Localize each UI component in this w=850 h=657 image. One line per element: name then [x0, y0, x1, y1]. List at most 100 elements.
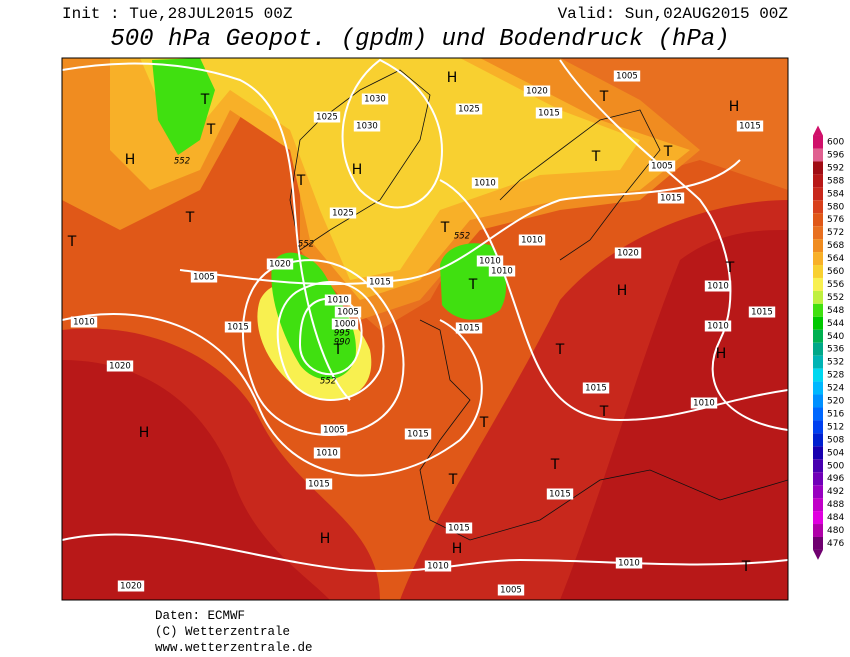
colorbar-swatch [813, 174, 823, 188]
colorbar-swatch [813, 161, 823, 175]
pressure-center: T [200, 92, 210, 108]
isobar-label: 1025 [316, 113, 338, 123]
colorbar-label: 588 [827, 176, 844, 186]
pressure-center: T [296, 173, 306, 189]
isobar-label: 1015 [227, 323, 249, 333]
colorbar-swatch [813, 290, 823, 304]
isobar-label: 1020 [269, 260, 291, 270]
isobar-label: 1000 [334, 320, 356, 330]
isobar-label: 1010 [707, 282, 729, 292]
isobar-label: 1010 [327, 296, 349, 306]
geopotential-label: 552 [454, 232, 470, 242]
geopotential-label: 990 [334, 338, 350, 348]
isobar-label-box [476, 255, 504, 267]
isobar-label-box [353, 120, 381, 132]
colorbar-swatch [813, 498, 823, 512]
geopotential-label: 552 [174, 157, 190, 167]
colorbar-swatch [813, 485, 823, 499]
pressure-center: T [206, 122, 216, 138]
colorbar-label: 568 [827, 241, 844, 251]
isobar-label: 1005 [651, 162, 673, 172]
isobar [559, 59, 788, 431]
isobar-label-box [313, 111, 341, 123]
colorbar-swatch [813, 536, 823, 550]
isobar-label-box [488, 265, 516, 277]
isobar-label-box [648, 160, 676, 172]
pressure-center: H [320, 531, 331, 547]
isobar-label-box [613, 70, 641, 82]
colorbar-label: 480 [827, 526, 844, 536]
pressure-center: H [617, 283, 628, 299]
pressure-center: T [67, 234, 77, 250]
colorbar-arrow [813, 549, 823, 560]
colorbar-label: 488 [827, 500, 844, 510]
colorbar-label: 556 [827, 280, 844, 290]
isobar-label: 1015 [448, 524, 470, 534]
isobar-label: 1010 [491, 267, 513, 277]
isobar-label: 1005 [500, 586, 522, 596]
pressure-center: T [479, 415, 489, 431]
colorbar-label: 476 [827, 539, 844, 549]
isobar-label: 1015 [751, 308, 773, 318]
isobar-label-box [615, 557, 643, 569]
colorbar-label: 576 [827, 215, 844, 225]
isobar-label: 1015 [585, 384, 607, 394]
isobar [242, 259, 405, 436]
isobar [276, 281, 385, 401]
isobar-label-box [70, 316, 98, 328]
isobar-label: 1010 [427, 562, 449, 572]
colorbar-label: 596 [827, 150, 844, 160]
isobar-label: 1020 [120, 582, 142, 592]
pressure-center: T [591, 149, 601, 165]
colorbar-swatch [813, 148, 823, 162]
colorbar-swatch [813, 381, 823, 395]
low-geopotential-area [271, 252, 356, 380]
map-frame [61, 57, 789, 601]
colorbar-swatch [813, 239, 823, 253]
isobar-label: 1010 [693, 399, 715, 409]
colorbar-swatch [813, 433, 823, 447]
isobar-label-box [455, 103, 483, 115]
isobar-label: 1005 [616, 72, 638, 82]
colorbar-swatch [813, 446, 823, 460]
colorbar-label: 532 [827, 358, 844, 368]
colorbar-swatch [813, 524, 823, 537]
isobar-label: 1025 [458, 105, 480, 115]
field-band [62, 360, 330, 600]
copyright: (C) Wetterzentrale [155, 625, 290, 639]
colorbar-label: 484 [827, 513, 844, 523]
valid-time: Valid: Sun,02AUG2015 00Z [558, 5, 789, 23]
colorbar-label: 500 [827, 461, 844, 471]
isobar-label-box [690, 397, 718, 409]
isobar-label: 1015 [538, 109, 560, 119]
pressure-center: H [729, 99, 740, 115]
init-time: Init : Tue,28JUL2015 00Z [62, 5, 293, 23]
colorbar-label: 520 [827, 397, 844, 407]
isobar [179, 159, 741, 286]
colorbar-label: 512 [827, 422, 844, 432]
isobar-label: 1010 [521, 236, 543, 246]
colorbar-swatch [813, 459, 823, 473]
colorbar-label: 496 [827, 474, 844, 484]
pressure-center: T [599, 404, 609, 420]
pressure-center: T [448, 472, 458, 488]
isobar-label-box [320, 424, 348, 436]
isobar-label: 1015 [660, 194, 682, 204]
isobar-label-box [523, 85, 551, 97]
isobar-label-box [361, 93, 389, 105]
isobar-label-box [224, 321, 252, 333]
isobar-label-box [748, 306, 776, 318]
isobar-label-box [366, 276, 394, 288]
colorbar-arrow [813, 125, 823, 136]
isobar-label-box [736, 120, 764, 132]
colorbar-swatch [813, 277, 823, 291]
colorbar-swatch [813, 213, 823, 227]
data-source: Daten: ECMWF [155, 609, 245, 623]
colorbar-label: 528 [827, 371, 844, 381]
isobar-label: 1020 [617, 249, 639, 259]
colorbar-label: 600 [827, 138, 844, 148]
isobar-label-box [190, 271, 218, 283]
colorbar-swatch [813, 265, 823, 278]
isobar-label: 1005 [193, 273, 215, 283]
